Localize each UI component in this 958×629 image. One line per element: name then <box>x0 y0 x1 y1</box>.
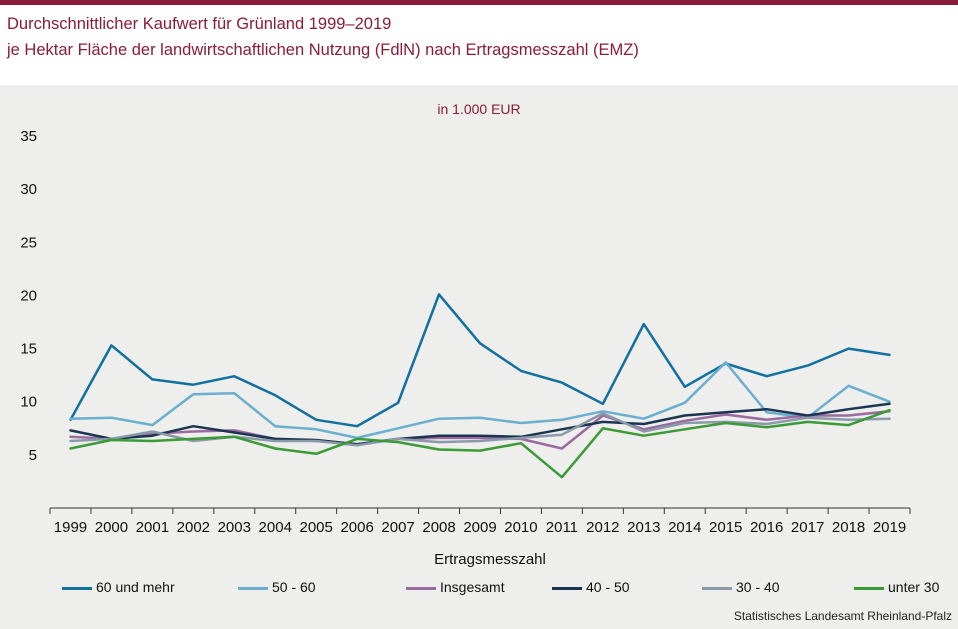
x-tick-label: 2004 <box>259 519 292 536</box>
top-accent-bar <box>0 0 958 5</box>
line-chart: 5 10 15 20 25 30 35 1999 2000 2001 2002 2003 2004 200… <box>20 128 911 568</box>
x-tick-label: 2014 <box>668 519 701 536</box>
series-line <box>69 293 891 428</box>
y-tick-label: 30 <box>20 181 37 198</box>
y-tick-label: 15 <box>20 341 37 358</box>
x-tick-label: 2019 <box>873 519 906 536</box>
legend-label: 40 - 50 <box>586 579 630 595</box>
x-tick-label: 2018 <box>832 519 865 536</box>
y-tick-label: 20 <box>20 287 37 304</box>
legend-swatch <box>702 587 732 590</box>
x-tick-label: 2013 <box>627 519 660 536</box>
y-tick-label: 35 <box>20 128 37 145</box>
legend-label: 60 und mehr <box>96 579 175 595</box>
legend-swatch <box>854 587 884 590</box>
chart-title-line-1: Durchschnittlicher Kaufwert für Grünland… <box>7 15 392 33</box>
x-axis-title: Ertragsmesszahl <box>434 551 546 568</box>
chart-panel: 5 10 15 20 25 30 35 1999 2000 2001 2002 2003 2004 200… <box>0 85 958 629</box>
y-tick-label: 25 <box>20 234 37 251</box>
y-tick-label: 10 <box>20 394 37 411</box>
series-line <box>69 412 891 447</box>
x-tick-label: 2016 <box>750 519 783 536</box>
legend-swatch <box>406 587 436 590</box>
y-tick-label: 5 <box>29 447 37 464</box>
x-tick-label: 2010 <box>504 519 537 536</box>
chart-legend: 60 und mehr 50 - 60 Insgesamt 40 - 50 30 - 4… <box>62 578 942 598</box>
source-note: Statistisches Landesamt Rheinland-Pfalz <box>733 609 952 623</box>
legend-label: 30 - 40 <box>736 579 780 595</box>
x-tick-label: 2005 <box>300 519 333 536</box>
x-tick-label: 1999 <box>54 519 87 536</box>
chart-header: Durchschnittlicher Kaufwert für Grünland… <box>0 5 958 85</box>
x-tick-label: 2003 <box>218 519 251 536</box>
unit-label: in 1.000 EUR <box>437 101 521 117</box>
legend-label: 50 - 60 <box>272 579 316 595</box>
x-tick-label: 2009 <box>463 519 496 536</box>
x-tick-label: 2002 <box>177 519 210 536</box>
x-tick-label: 2006 <box>340 519 373 536</box>
x-tick-label: 2011 <box>546 519 578 536</box>
legend-swatch <box>552 587 582 590</box>
legend-label: Insgesamt <box>440 579 505 595</box>
x-tick-label: 2012 <box>586 519 619 536</box>
series-line <box>69 361 891 440</box>
series-line <box>69 410 891 450</box>
legend-label: unter 30 <box>888 579 940 595</box>
x-tick-label: 2001 <box>136 519 169 536</box>
series-line <box>69 408 891 479</box>
chart-title-line-2: je Hektar Fläche der landwirtschaftliche… <box>7 41 639 59</box>
x-tick-label: 2007 <box>381 519 414 536</box>
x-tick-label: 2008 <box>422 519 455 536</box>
x-tick-label: 2000 <box>95 519 128 536</box>
x-tick-label: 2015 <box>709 519 742 536</box>
legend-swatch <box>238 587 268 590</box>
x-tick-label: 2017 <box>791 519 824 536</box>
legend-swatch <box>62 587 92 590</box>
series-line <box>69 402 891 446</box>
